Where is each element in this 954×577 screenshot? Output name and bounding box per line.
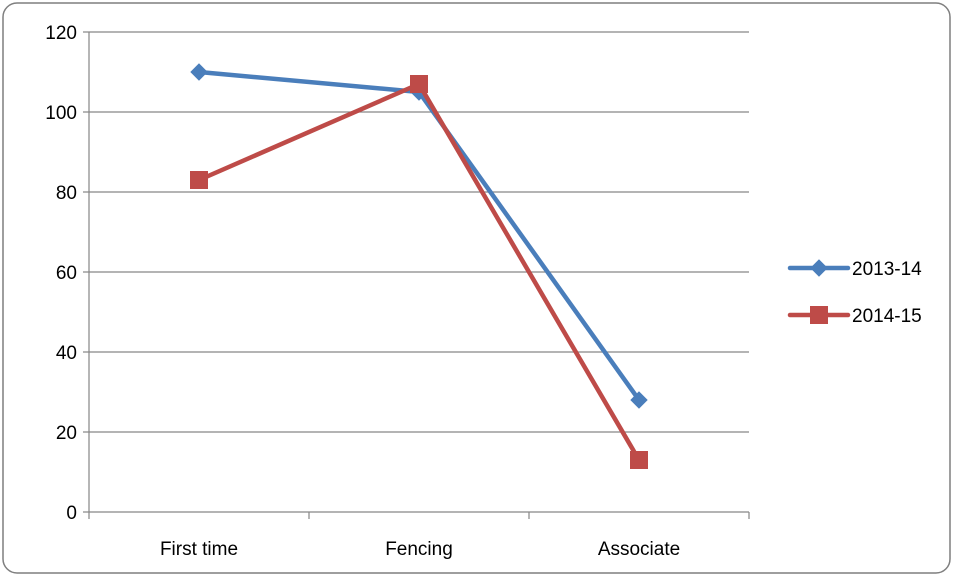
- y-tick-label: 100: [45, 103, 77, 124]
- square-marker: [410, 75, 428, 93]
- square-marker: [190, 171, 208, 189]
- legend: 2013-14 2014-15: [787, 259, 922, 327]
- y-tick-label: 120: [45, 23, 77, 44]
- y-tick-label: 0: [66, 503, 77, 524]
- tick-labels: 0 20 40 60 80 100 120 First time Fencing Associat…: [45, 23, 680, 560]
- axes: [83, 31, 750, 519]
- y-tick-label: 60: [56, 263, 77, 284]
- legend-label: 2014-15: [852, 306, 922, 327]
- square-marker: [630, 451, 648, 469]
- y-tick-label: 80: [56, 183, 77, 204]
- diamond-marker: [630, 391, 648, 409]
- x-tick-label: Associate: [598, 539, 680, 560]
- legend-marker: [810, 259, 828, 277]
- legend-label: 2013-14: [852, 259, 922, 280]
- legend-marker: [810, 306, 828, 324]
- series-lines: [190, 63, 648, 469]
- series-2014-15: [190, 75, 648, 469]
- diamond-marker: [190, 63, 208, 81]
- y-tick-label: 20: [56, 423, 77, 444]
- x-tick-label: Fencing: [385, 539, 453, 560]
- legend-item: 2014-15: [787, 306, 922, 327]
- x-tick-label: First time: [160, 539, 238, 560]
- legend-item: 2013-14: [787, 259, 922, 280]
- gridlines: [89, 31, 749, 433]
- y-tick-label: 40: [56, 343, 77, 364]
